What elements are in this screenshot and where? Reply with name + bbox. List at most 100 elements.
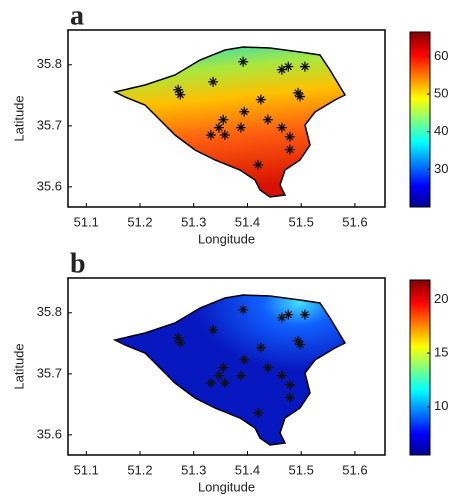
station: [295, 91, 306, 102]
station: [218, 114, 229, 125]
station-star-stroke: [278, 124, 286, 132]
station-star-stroke: [286, 381, 294, 389]
station: [262, 362, 273, 373]
station-star-stroke: [294, 337, 302, 345]
station: [239, 106, 250, 117]
station-star-stroke: [278, 314, 286, 322]
station-star-stroke: [286, 133, 294, 141]
map-field: [112, 294, 347, 446]
station-star-stroke: [264, 364, 272, 372]
x-axis-label: Longitude: [198, 231, 255, 246]
station: [295, 339, 306, 350]
station: [276, 370, 287, 381]
station-star-stroke: [284, 310, 292, 319]
station: [213, 122, 224, 133]
y-tick-label: 35.7: [37, 117, 62, 132]
station: [219, 377, 230, 388]
station: [283, 61, 294, 72]
station: [284, 131, 295, 142]
x-tick-label: 51.3: [181, 462, 206, 477]
x-tick-label: 51.2: [127, 214, 152, 229]
y-tick-label: 35.8: [37, 56, 62, 71]
station-star-stroke: [174, 86, 182, 94]
station-star-stroke: [221, 131, 229, 139]
station-star-stroke: [296, 92, 304, 101]
station-star-stroke: [176, 339, 184, 347]
colorbar-tick-label: 15: [434, 345, 448, 360]
y-tick-label: 35.8: [37, 304, 62, 319]
station: [239, 354, 250, 365]
station-star-stroke: [237, 372, 245, 380]
station-star-stroke: [219, 364, 227, 372]
station-star-stroke: [301, 310, 309, 319]
station: [299, 309, 310, 320]
station-star-stroke: [257, 95, 265, 104]
x-tick-label: 51.3: [181, 214, 206, 229]
y-axis-label: Latitude: [11, 95, 26, 141]
station-star-stroke: [215, 372, 223, 380]
station: [299, 61, 310, 72]
station-star-stroke: [278, 66, 286, 74]
station: [283, 309, 294, 320]
colorbar: [409, 279, 431, 456]
x-tick-label: 51.2: [127, 462, 152, 477]
station: [205, 129, 216, 140]
station: [236, 370, 247, 381]
panel-label: a: [70, 0, 84, 31]
station: [208, 76, 219, 87]
x-tick-label: 51.1: [74, 214, 99, 229]
station: [208, 324, 219, 335]
colorbar-tick-label: 40: [434, 123, 448, 138]
station: [175, 89, 186, 100]
station-star-stroke: [209, 78, 217, 86]
station: [236, 122, 247, 133]
station-star-stroke: [209, 326, 217, 334]
panel-label: b: [70, 248, 86, 279]
station: [238, 56, 249, 67]
colorbar-tick-label: 10: [434, 398, 448, 413]
station-star-stroke: [254, 161, 262, 169]
y-tick-label: 35.6: [37, 178, 62, 193]
station: [255, 94, 266, 105]
station-star-stroke: [219, 116, 227, 124]
colorbar-tick-label: 20: [434, 291, 448, 306]
station: [218, 362, 229, 373]
axes-frame: [67, 29, 386, 208]
y-tick-label: 35.7: [37, 365, 62, 380]
station-star-stroke: [294, 89, 302, 97]
station-star-stroke: [207, 379, 215, 387]
station-star-stroke: [257, 343, 265, 352]
station-star-stroke: [286, 393, 294, 402]
x-tick-label: 51.1: [74, 462, 99, 477]
station-star-stroke: [240, 108, 248, 116]
axes-frame: [67, 277, 386, 456]
x-axis-label: Longitude: [198, 479, 255, 494]
station: [255, 342, 266, 353]
station-star-stroke: [254, 409, 262, 417]
x-tick-label: 51.6: [342, 214, 367, 229]
map-field: [112, 46, 347, 198]
station: [284, 392, 295, 403]
station-star-stroke: [207, 131, 215, 139]
y-axis-label: Latitude: [11, 343, 26, 389]
colorbar: [409, 31, 431, 208]
station-star-stroke: [284, 62, 292, 71]
station-star-stroke: [239, 306, 247, 314]
station: [253, 407, 264, 418]
station: [253, 159, 264, 170]
station-star-stroke: [176, 91, 184, 99]
station-star-stroke: [240, 356, 248, 364]
station: [284, 144, 295, 155]
station: [276, 122, 287, 133]
x-tick-label: 51.4: [235, 214, 260, 229]
station-star-stroke: [278, 372, 286, 380]
station: [213, 370, 224, 381]
station-star-stroke: [286, 145, 294, 154]
station-star-stroke: [264, 116, 272, 124]
station: [219, 129, 230, 140]
station: [262, 114, 273, 125]
station-star-stroke: [237, 124, 245, 132]
station: [175, 337, 186, 348]
station: [284, 379, 295, 390]
